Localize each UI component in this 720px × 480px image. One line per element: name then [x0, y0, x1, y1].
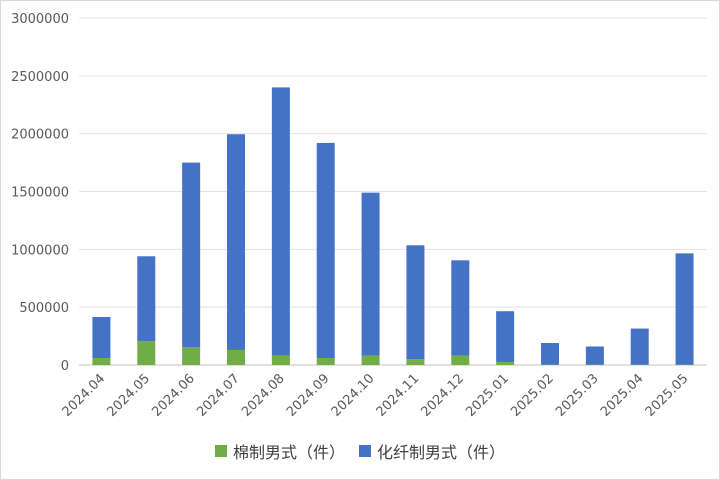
bar-segment-cotton	[137, 341, 156, 365]
bar-segment-cotton	[451, 355, 470, 365]
y-axis-tick-labels: 0 500000 1000000 1500000 2000000 2500000 30000…	[11, 12, 69, 374]
x-tick-label: 2024.07	[194, 371, 243, 420]
bar-segment-cotton	[271, 355, 290, 365]
bar-segment-synthetic	[137, 256, 156, 342]
legend-label-cotton: 棉制男式（件）	[232, 443, 345, 462]
bar-segment-synthetic	[675, 253, 694, 365]
x-tick-label: 2024.12	[418, 371, 467, 420]
legend-item-cotton: 棉制男式（件）	[214, 439, 345, 463]
bar-segment-synthetic	[316, 142, 335, 359]
legend-item-synthetic: 化纤制男式（件）	[359, 439, 505, 463]
legend: 棉制男式（件） 化纤制男式（件）	[1, 439, 719, 463]
bar-segment-synthetic	[182, 162, 201, 348]
bar-segment-synthetic	[541, 343, 559, 365]
bar-segment-synthetic	[451, 260, 470, 356]
y-tick-label: 500000	[19, 301, 69, 316]
bar-segment-synthetic	[406, 245, 425, 360]
bar-segment-synthetic	[585, 346, 604, 365]
x-tick-label: 2024.08	[239, 371, 288, 420]
x-tick-label: 2024.06	[149, 371, 198, 420]
bar-segment-cotton	[316, 358, 335, 365]
y-tick-label: 1500000	[11, 186, 69, 201]
bar-segment-cotton	[496, 362, 515, 365]
x-tick-label: 2025.02	[508, 371, 557, 420]
bar-segment-synthetic	[92, 316, 111, 359]
bar-segment-cotton	[92, 358, 111, 365]
bars	[92, 87, 694, 365]
bar-segment-cotton	[182, 347, 201, 365]
x-axis-tick-labels: 2024.042024.052024.062024.072024.082024.…	[60, 371, 692, 420]
x-tick-label: 2024.09	[284, 371, 333, 420]
x-tick-label: 2024.10	[329, 371, 378, 420]
legend-swatch-cotton	[214, 445, 227, 457]
y-tick-label: 2500000	[11, 70, 69, 85]
bar-segment-cotton	[406, 359, 425, 365]
y-tick-label: 0	[61, 359, 69, 374]
bar-segment-synthetic	[496, 311, 515, 363]
x-tick-label: 2024.04	[60, 371, 109, 420]
x-tick-label: 2024.11	[374, 371, 423, 420]
gridlines	[79, 17, 707, 366]
bar-segment-synthetic	[630, 328, 649, 365]
bar-segment-cotton	[227, 349, 245, 365]
bar-segment-synthetic	[227, 134, 245, 350]
x-tick-label: 2024.05	[104, 371, 153, 420]
x-tick-label: 2025.04	[598, 371, 647, 420]
bar-segment-synthetic	[361, 192, 380, 356]
x-tick-label: 2025.05	[643, 371, 692, 420]
bar-segment-synthetic	[271, 87, 290, 356]
x-tick-label: 2025.03	[553, 371, 602, 420]
legend-swatch-synthetic	[359, 445, 371, 457]
legend-label-synthetic: 化纤制男式（件）	[377, 443, 506, 462]
y-tick-label: 1000000	[11, 243, 69, 258]
y-tick-label: 3000000	[11, 12, 69, 27]
bar-segment-cotton	[361, 355, 380, 365]
x-tick-label: 2025.01	[463, 371, 512, 420]
bar-chart: 0 500000 1000000 1500000 2000000 2500000 30000…	[11, 12, 707, 420]
y-tick-label: 2000000	[11, 128, 69, 143]
